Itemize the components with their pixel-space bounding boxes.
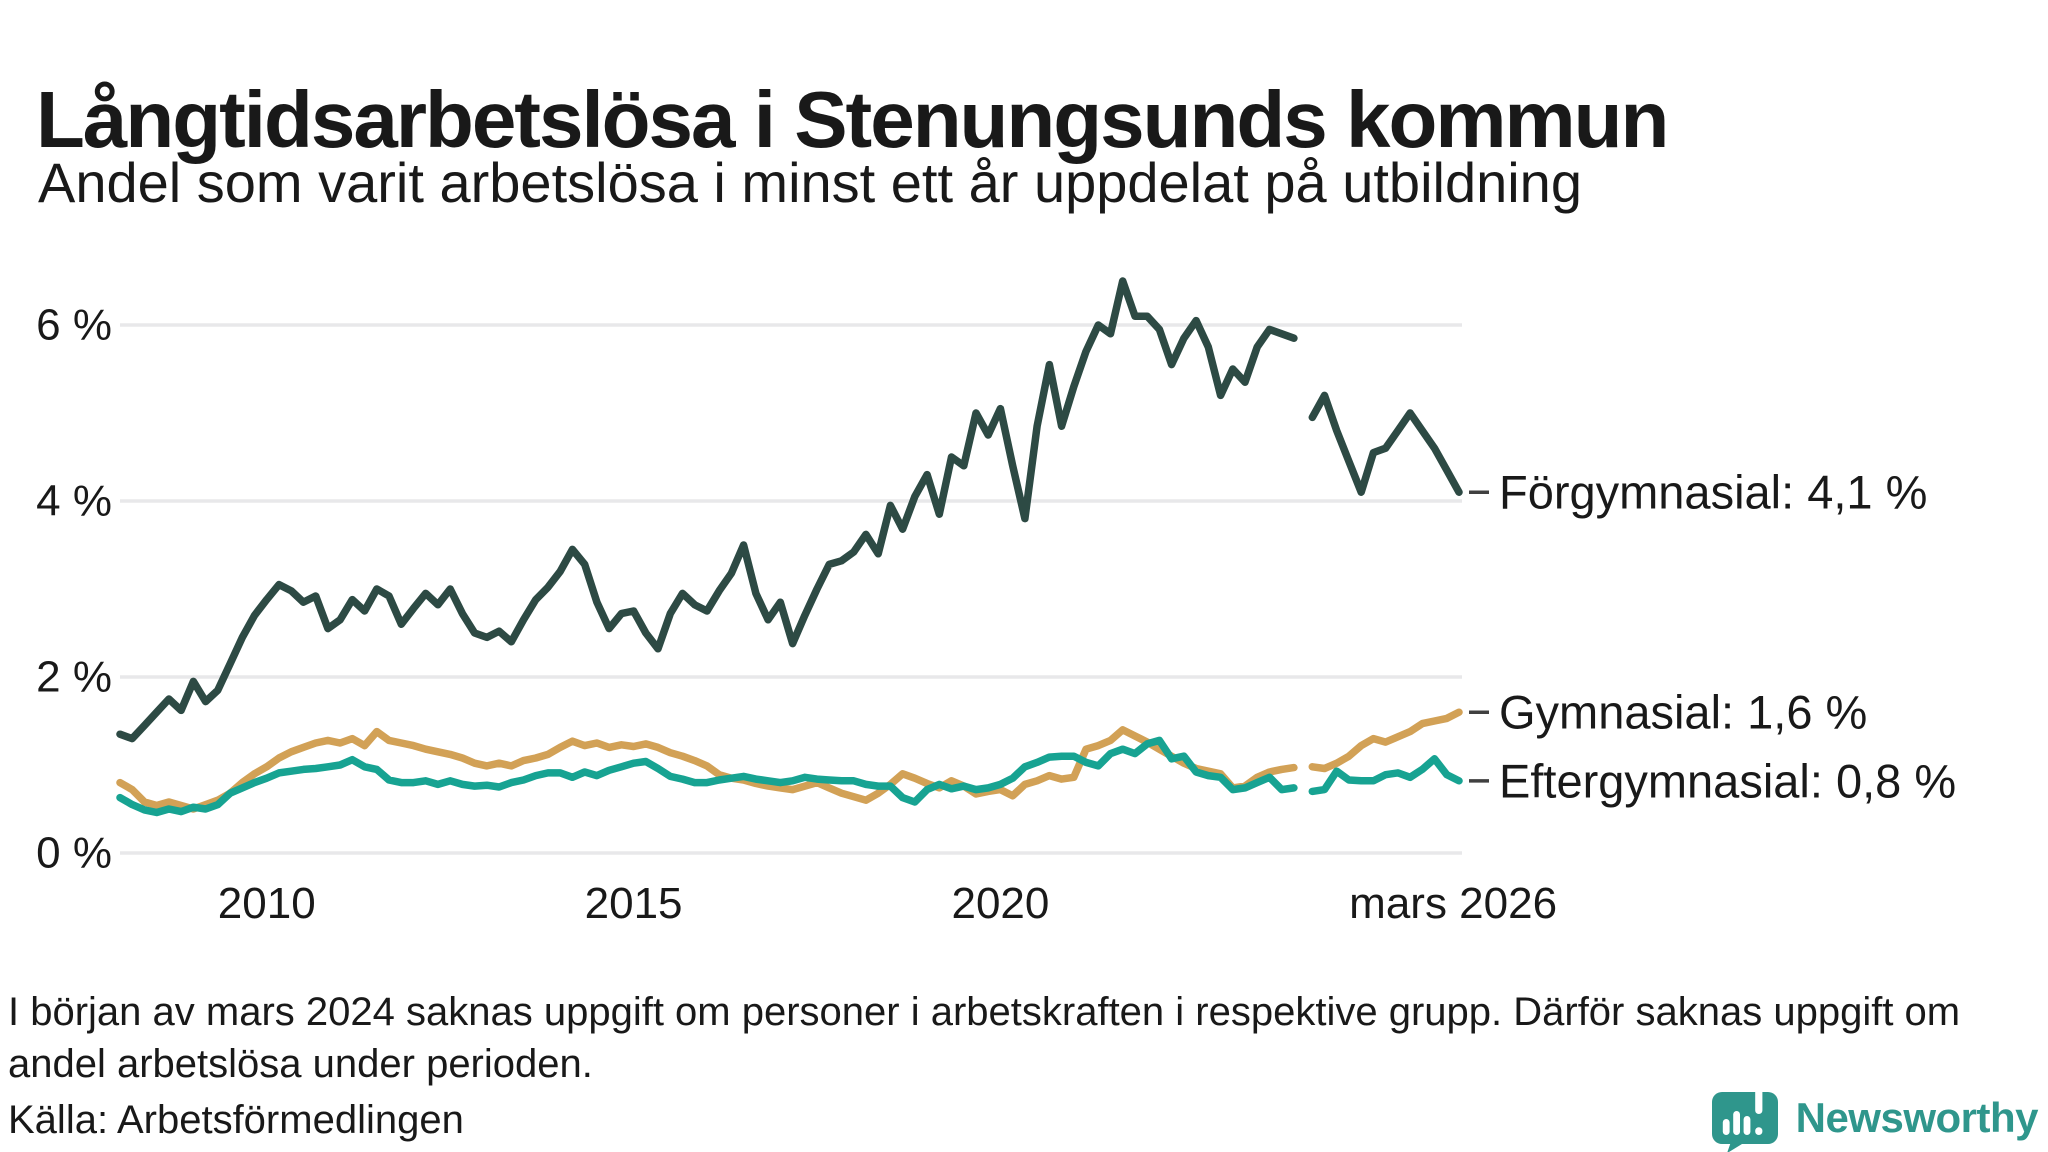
series-eftergymnasial-line: [1308, 755, 1463, 796]
newsworthy-icon: [1711, 1086, 1778, 1152]
footnote-line-2: andel arbetslösa under perioden.: [8, 1042, 593, 1086]
source-label: Källa: Arbetsförmedlingen: [8, 1098, 464, 1142]
series-forgymnasial-line: [116, 277, 1298, 743]
y-axis-label: 2 %: [36, 653, 112, 702]
y-axis-label: 0 %: [36, 829, 112, 878]
series-forgymnasial-line: [1308, 391, 1463, 496]
legend-label-eftergymnasial: Eftergymnasial: 0,8 %: [1499, 754, 1956, 807]
chart-subtitle: Andel som varit arbetslösa i minst ett å…: [38, 151, 1582, 214]
x-axis-label: 2020: [951, 879, 1049, 928]
newsworthy-logo: Newsworthy: [1710, 1084, 2039, 1152]
chart-footnote: I början av mars 2024 saknas uppgift om …: [8, 986, 2043, 1090]
series-eftergymnasial-line: [116, 736, 1298, 817]
exclamation-bar: [1754, 1086, 1763, 1114]
bar-medium: [1743, 1116, 1751, 1135]
x-axis-label: 2015: [585, 879, 683, 928]
bar-tall: [1732, 1111, 1740, 1135]
series-gymnasial-line: [116, 726, 1298, 813]
page-title: Långtidsarbetslösa i Stenungsunds kommun: [36, 74, 1669, 164]
bar-small: [1722, 1119, 1730, 1135]
legend-label-gymnasial: Gymnasial: 1,6 %: [1499, 686, 1867, 739]
x-axis-label: mars 2026: [1349, 879, 1557, 928]
x-axis-label: 2010: [218, 879, 316, 928]
y-axis-label: 6 %: [36, 301, 112, 350]
series-gymnasial-line: [1308, 708, 1463, 773]
legend-label-forgymnasial: Förgymnasial: 4,1 %: [1499, 466, 1927, 519]
footnote-line-1: I början av mars 2024 saknas uppgift om …: [8, 990, 1961, 1034]
newsworthy-wordmark: Newsworthy: [1795, 1094, 2039, 1141]
exclamation-dot: [1754, 1127, 1763, 1135]
y-axis-label: 4 %: [36, 477, 112, 526]
